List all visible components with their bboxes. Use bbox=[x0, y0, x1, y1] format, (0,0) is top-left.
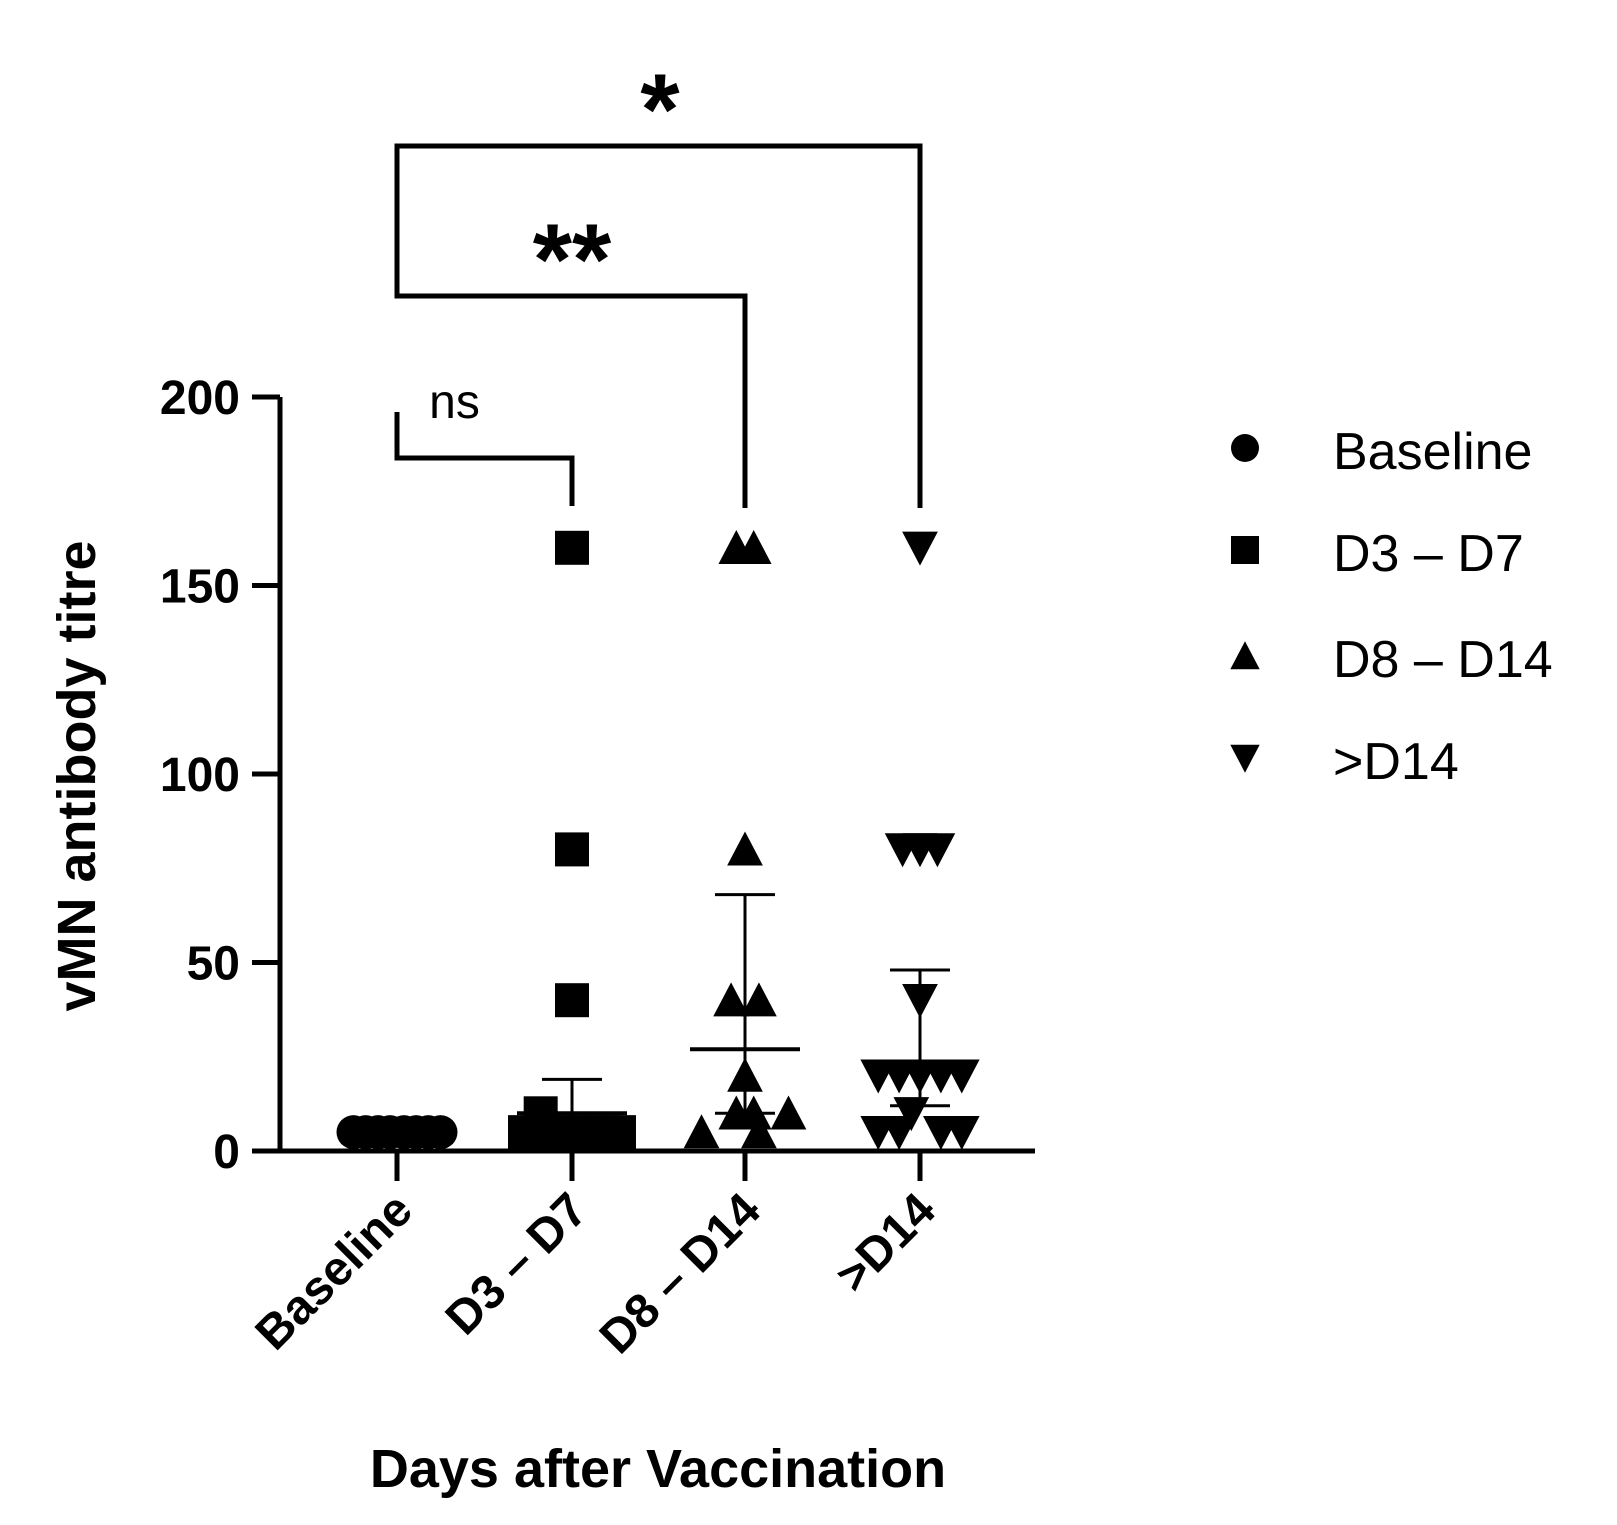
point-2-8 bbox=[770, 1095, 807, 1130]
bracket-1 bbox=[394, 245, 748, 508]
legend-label-0: Baseline bbox=[1333, 423, 1532, 481]
point-2-7 bbox=[735, 1095, 772, 1130]
point-2-9 bbox=[683, 1114, 720, 1149]
point-2-2 bbox=[727, 831, 763, 866]
point-3-12 bbox=[881, 1116, 917, 1150]
point-1-0 bbox=[555, 530, 589, 565]
x-axis-title: Days after Vaccination bbox=[370, 1439, 946, 1499]
legend-label-3: >D14 bbox=[1333, 733, 1459, 791]
point-1-1 bbox=[555, 832, 589, 867]
bracket-0 bbox=[394, 412, 575, 506]
legend-marker-2 bbox=[1230, 641, 1260, 670]
point-3-0 bbox=[902, 531, 938, 566]
point-1-8 bbox=[601, 1115, 636, 1150]
bracket-2 bbox=[394, 143, 923, 508]
x-tick-label-0: Baseline bbox=[246, 1183, 423, 1360]
legend-marker-3 bbox=[1230, 744, 1260, 773]
legend: Baseline D3 – D7 D8 – D14 >D14 bbox=[1230, 423, 1553, 791]
point-2-4 bbox=[741, 982, 777, 1017]
x-tick-label-1: D3 – D7 bbox=[436, 1183, 598, 1345]
y-tick-label-0: 0 bbox=[213, 1126, 240, 1179]
point-3-14 bbox=[943, 1116, 980, 1150]
data-points bbox=[336, 529, 980, 1150]
point-2-10 bbox=[741, 1114, 777, 1149]
point-0-7 bbox=[423, 1115, 458, 1150]
legend-label-1: D3 – D7 bbox=[1333, 525, 1524, 583]
y-tick-label-150: 150 bbox=[160, 561, 240, 614]
bracket-label-2: * bbox=[640, 54, 680, 166]
bracket-label-0: ns bbox=[429, 376, 480, 429]
point-2-5 bbox=[727, 1057, 763, 1092]
x-tick-label-3: >D14 bbox=[826, 1183, 946, 1303]
y-tick-label-100: 100 bbox=[160, 749, 240, 802]
legend-label-2: D8 – D14 bbox=[1333, 631, 1553, 689]
point-1-2 bbox=[555, 983, 589, 1018]
y-ticks: 0 50 100 150 200 bbox=[160, 372, 923, 1181]
bracket-label-1: ** bbox=[533, 204, 612, 316]
x-tick-label-2: D8 – D14 bbox=[590, 1183, 771, 1364]
point-3-9 bbox=[943, 1059, 980, 1094]
legend-marker-0 bbox=[1231, 434, 1259, 462]
y-axis-title: vMN antibody titre bbox=[47, 540, 107, 1011]
point-2-3 bbox=[713, 982, 749, 1017]
point-2-1 bbox=[735, 529, 772, 564]
legend-marker-1 bbox=[1231, 536, 1259, 564]
significance-brackets: ns *** bbox=[394, 54, 923, 508]
error-bars bbox=[342, 893, 975, 1135]
point-3-4 bbox=[902, 984, 938, 1019]
point-3-10 bbox=[893, 1097, 930, 1132]
y-tick-label-50: 50 bbox=[187, 938, 240, 991]
point-1-9 bbox=[508, 1115, 543, 1150]
y-tick-label-200: 200 bbox=[160, 372, 240, 425]
point-3-3 bbox=[919, 833, 956, 868]
